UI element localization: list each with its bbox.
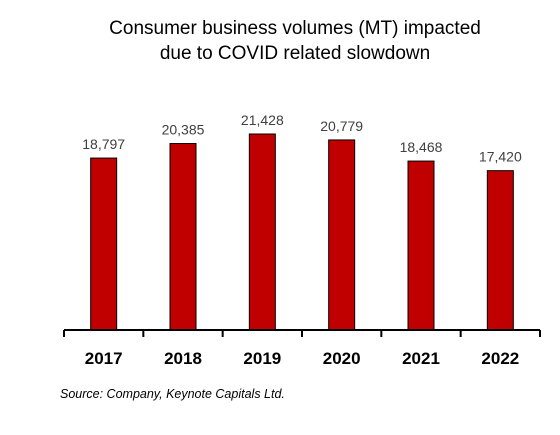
x-tick-label-2017: 2017 [85, 349, 123, 368]
x-tick-label-2022: 2022 [481, 349, 519, 368]
bar-2019 [248, 133, 276, 331]
data-label-2017: 18,797 [82, 136, 125, 152]
chart-title-line-2: due to COVID related slowdown [159, 43, 431, 64]
chart-title: Consumer business volumes (MT) impacted … [0, 16, 560, 66]
x-tick-label-2020: 2020 [323, 349, 361, 368]
bar-2017 [90, 157, 118, 331]
source-note: Source: Company, Keynote Capitals Ltd. [60, 387, 285, 401]
x-tick-label-2018: 2018 [164, 349, 202, 368]
bar-2018 [169, 143, 197, 331]
data-label-2022: 17,420 [479, 149, 522, 165]
chart-title-line-1: Consumer business volumes (MT) impacted [109, 18, 481, 39]
bar-2022 [486, 170, 514, 331]
data-label-2020: 20,779 [320, 118, 363, 134]
data-label-2018: 20,385 [162, 122, 205, 138]
bar-2021 [407, 160, 435, 331]
bar-2020 [328, 139, 356, 331]
x-tick-label-2021: 2021 [402, 349, 440, 368]
data-label-2021: 18,468 [400, 139, 443, 155]
x-tick-label-2019: 2019 [243, 349, 281, 368]
data-label-2019: 21,428 [241, 112, 284, 128]
